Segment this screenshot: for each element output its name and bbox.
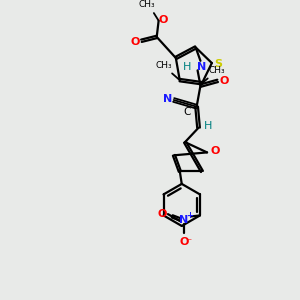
Text: ⁻: ⁻ [186, 237, 191, 247]
Text: O: O [179, 237, 188, 247]
Text: CH₃: CH₃ [155, 61, 172, 70]
Text: CH₃: CH₃ [209, 66, 226, 75]
Text: H: H [204, 121, 212, 131]
Text: O: O [210, 146, 219, 157]
Text: O: O [220, 76, 229, 86]
Text: CH₃: CH₃ [139, 0, 155, 9]
Text: C: C [183, 107, 191, 117]
Text: O: O [159, 15, 168, 25]
Text: H: H [182, 62, 191, 73]
Text: N: N [163, 94, 172, 104]
Text: O: O [157, 209, 166, 220]
Text: N: N [179, 215, 188, 225]
Text: S: S [214, 59, 223, 69]
Text: O: O [131, 37, 140, 47]
Text: N: N [196, 62, 206, 73]
Text: +: + [186, 211, 193, 220]
